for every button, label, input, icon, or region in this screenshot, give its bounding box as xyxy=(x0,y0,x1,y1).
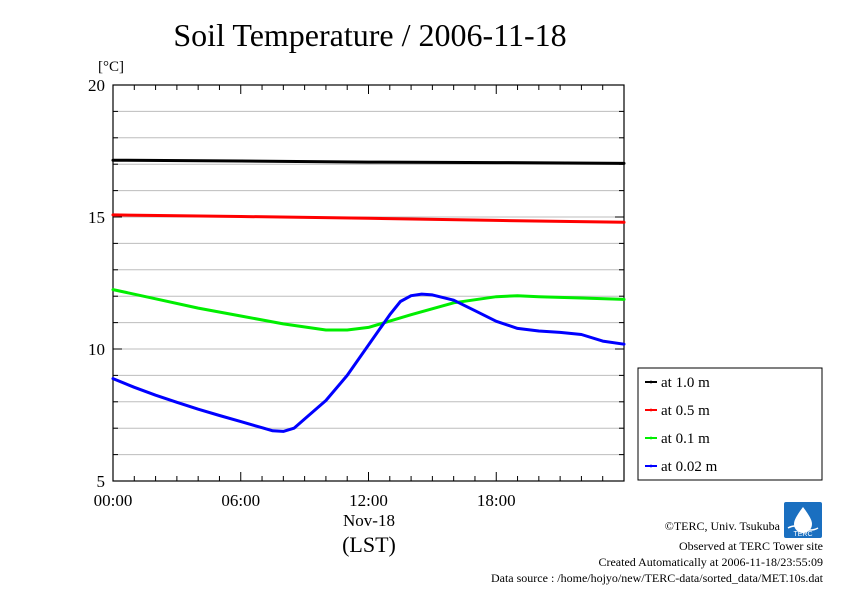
logo-text: TERC xyxy=(793,531,812,538)
legend-label: at 0.02 m xyxy=(661,459,718,475)
x-tick-label: 12:00 xyxy=(349,491,388,510)
y-tick-label: 10 xyxy=(88,340,105,359)
legend-marker xyxy=(649,408,653,412)
grid-lines xyxy=(113,110,624,456)
y-tick-label: 15 xyxy=(88,208,105,227)
legend-marker xyxy=(649,464,653,468)
copyright-text: ©TERC, Univ. Tsukuba xyxy=(665,519,781,533)
date-label: Nov-18 xyxy=(343,511,395,530)
y-tick-label: 5 xyxy=(97,472,106,491)
x-tick-label: 06:00 xyxy=(221,491,260,510)
axis-ticks xyxy=(112,84,625,482)
x-tick-label: 18:00 xyxy=(477,491,516,510)
legend-marker xyxy=(649,436,653,440)
legend-label: at 0.5 m xyxy=(661,403,710,419)
y-axis-unit-label: [°C] xyxy=(98,59,124,75)
series-line xyxy=(111,213,626,224)
terc-logo: TERC xyxy=(784,502,822,538)
source-text: Data source : /home/hojyo/new/TERC-data/… xyxy=(491,571,824,585)
legend-label: at 0.1 m xyxy=(661,431,710,447)
y-tick-labels: 5 10 15 20 xyxy=(88,76,105,491)
site-text: Observed at TERC Tower site xyxy=(679,539,823,553)
legend: at 1.0 m at 0.5 m at 0.1 m at 0.02 m xyxy=(637,367,823,481)
chart-title: Soil Temperature / 2006-11-18 xyxy=(173,17,566,53)
x-axis-label: (LST) xyxy=(342,532,396,557)
x-tick-labels: 00:00 06:00 12:00 18:00 xyxy=(94,491,516,510)
series-line xyxy=(111,292,626,433)
series-lines xyxy=(111,158,626,433)
legend-box xyxy=(637,367,823,481)
created-text: Created Automatically at 2006-11-18/23:5… xyxy=(598,555,823,569)
plot-frame xyxy=(112,84,625,482)
series-line xyxy=(111,158,626,165)
legend-label: at 1.0 m xyxy=(661,375,710,391)
legend-marker xyxy=(649,380,653,384)
series-line xyxy=(111,288,626,332)
x-tick-label: 00:00 xyxy=(94,491,133,510)
y-tick-label: 20 xyxy=(88,76,105,95)
